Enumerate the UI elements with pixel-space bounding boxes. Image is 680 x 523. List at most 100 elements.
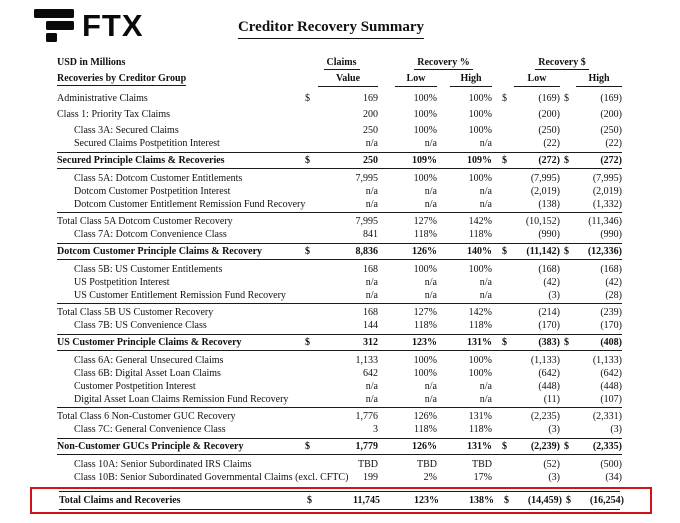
usd-high: (500) [600,459,622,470]
pct-low: 126% [412,441,437,452]
pct-high: n/a [479,138,492,149]
table-row: Secured Claims Postpetition Interest n/a n… [57,137,622,150]
pct-high: 109% [467,155,492,166]
row-label: Total Class 6 Non-Customer GUC Recovery [57,411,236,422]
dollar-sign [502,228,514,241]
usd-low: (2,235) [530,411,560,422]
dollar-sign [564,172,576,185]
dollar-sign [305,276,318,289]
usd-high: (250) [600,125,622,136]
dollar-sign [564,124,576,137]
claims-value: 8,836 [355,246,379,257]
usd-low: (383) [538,337,560,348]
usd-high: (200) [600,109,622,120]
pct-high: n/a [479,186,492,197]
usd-low: (3) [548,424,560,435]
dollar-sign: $ [502,337,507,348]
pct-high: 138% [469,495,494,506]
pct-high: 100% [468,368,492,379]
pct-low: 127% [413,216,437,227]
dollar-sign [305,263,318,276]
pct-low: 118% [414,424,437,435]
dollar-sign [305,137,318,150]
dollar-sign: $ [502,93,507,104]
table-row: Total Class 5A Dotcom Customer Recovery 7… [57,212,622,228]
pct-high-column-header: High [450,72,492,87]
recovery-pct-group-label: Recovery % [414,57,473,70]
pct-low: n/a [424,186,437,197]
pct-low: n/a [424,381,437,392]
row-label: Secured Claims Postpetition Interest [74,138,220,149]
usd-high: (2,019) [592,186,622,197]
table-body: Administrative Claims $169 100% 100% $ (169) $… [30,92,652,514]
table-row: US Customer Principle Claims & Recovery $… [57,334,622,351]
usd-high: (42) [605,277,622,288]
usd-high: (3) [610,424,622,435]
dollar-sign [502,458,514,471]
table-row: Customer Postpetition Interest n/a n/a n/a (… [57,380,622,393]
row-label: Class 3A: Secured Claims [74,125,179,136]
dollar-sign [502,172,514,185]
dollar-sign: $ [307,495,312,506]
pct-low: 126% [412,246,437,257]
dollar-sign [305,289,318,302]
pct-low: 100% [413,125,437,136]
page-title: Creditor Recovery Summary [237,19,425,39]
pct-high: 142% [468,307,492,318]
value-column-header: Value [318,72,378,87]
dollar-sign [564,423,576,436]
usd-low: (1,133) [530,355,560,366]
claims-group-header: Claims [305,56,378,70]
pct-high: 100% [468,355,492,366]
dollar-sign [564,354,576,367]
table-row: Digital Asset Loan Claims Remission Fund… [57,393,622,406]
dollar-sign [564,228,576,241]
pct-low: 100% [413,264,437,275]
recovery-usd-group-header: Recovery $ [502,56,622,70]
row-label: US Postpetition Interest [74,277,170,288]
row-label: Dotcom Customer Entitlement Remission Fu… [74,199,306,210]
dollar-sign [564,263,576,276]
dollar-sign: $ [502,155,507,166]
ftx-logo-icon [34,9,74,42]
pct-low: 2% [423,472,437,483]
highlight-box: Total Claims and Recoveries $11,745 123% 13… [30,487,652,514]
usd-high: (7,995) [592,173,622,184]
dollar-sign [305,228,318,241]
usd-low: (22) [543,138,560,149]
dollar-sign [305,410,318,423]
row-label: Class 10A: Senior Subordinated IRS Claim… [74,459,252,470]
dollar-sign [502,263,514,276]
dollar-sign [502,276,514,289]
pct-high: 131% [467,337,492,348]
usd-low: (138) [538,199,560,210]
column-spacer [305,72,318,87]
claims-value: 642 [363,368,378,379]
dollar-sign: $ [305,246,310,257]
dollar-sign [305,423,318,436]
dollar-sign [564,367,576,380]
table-row: Class 1: Priority Tax Claims 200 100% 100% (… [57,108,622,121]
usd-high: (1,332) [592,199,622,210]
claims-value: n/a [365,186,378,197]
dollar-sign: $ [504,495,509,506]
column-spacer [502,72,514,87]
pct-low: 123% [414,495,439,506]
dollar-sign [502,367,514,380]
usd-low: (214) [538,307,560,318]
table-row: Dotcom Customer Entitlement Remission Fu… [57,198,622,211]
dollar-sign: $ [305,155,310,166]
table-row: Secured Principle Claims & Recoveries $25… [57,152,622,169]
usd-high: (1,133) [592,355,622,366]
usd-high: (990) [600,229,622,240]
row-label: Class 7B: US Convenience Class [74,320,207,331]
pct-high: TBD [472,459,492,470]
dollar-sign [305,185,318,198]
claims-value: 200 [363,109,378,120]
pct-high: n/a [479,290,492,301]
group-column-label: Recoveries by Creditor Group [57,73,187,86]
group-column-header: Recoveries by Creditor Group [57,72,305,87]
dollar-sign [564,289,576,302]
pct-high: 100% [468,109,492,120]
